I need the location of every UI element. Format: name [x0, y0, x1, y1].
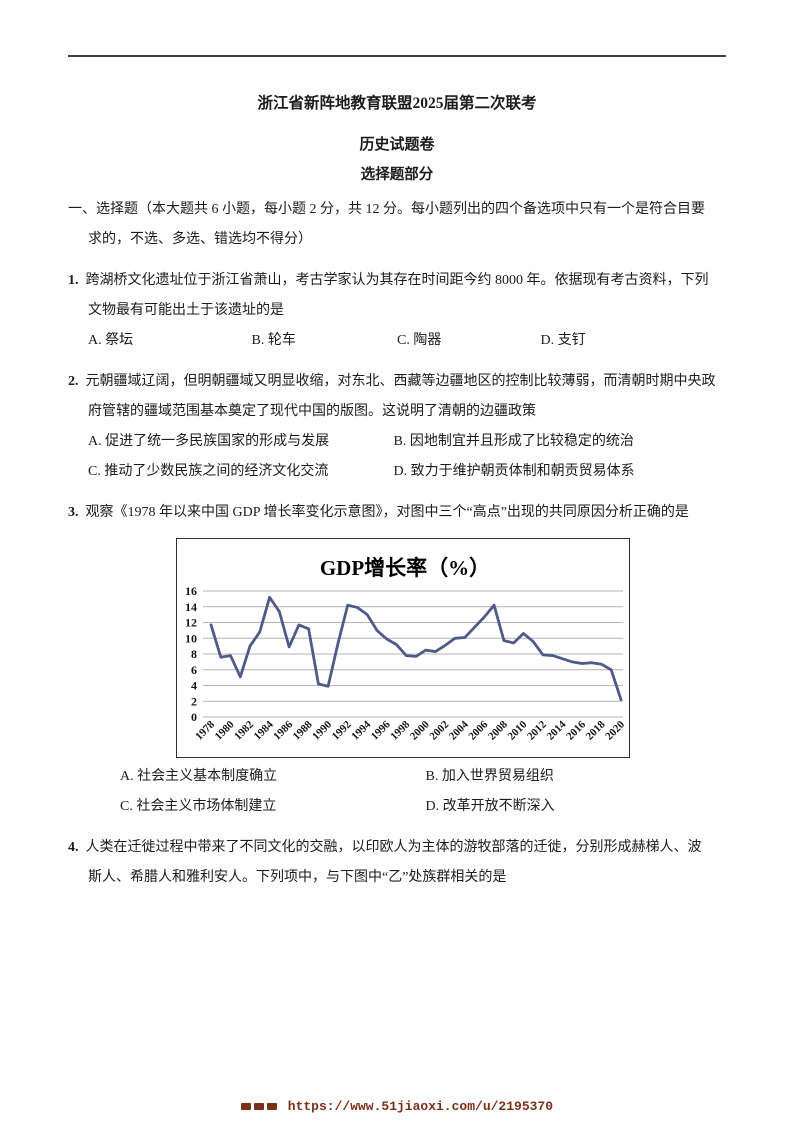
stamp-icon [253, 1103, 264, 1111]
gdp-chart-svg: 0246810121416197819801982198419861988199… [176, 538, 630, 758]
question-3-option-c: C. 社会主义市场体制建立 [120, 799, 277, 814]
svg-text:2: 2 [191, 694, 197, 708]
svg-text:1998: 1998 [388, 718, 412, 742]
question-2-option-a: A. 促进了统一多民族国家的形成与发展 [88, 434, 330, 449]
stamp-icon [266, 1103, 277, 1111]
question-2-option-c: C. 推动了少数民族之间的经济文化交流 [88, 464, 329, 479]
svg-text:2012: 2012 [525, 718, 549, 742]
svg-text:2004: 2004 [447, 718, 471, 742]
svg-text:1982: 1982 [232, 718, 256, 742]
gdp-chart-figure: 0 2 4 6 8 10 12 14 16 1978 1980 1982 1984 1986 1988 199… [176, 538, 630, 758]
question-2-stem-line-2: 府管辖的疆域范围基本奠定了现代中国的版图。这说明了清朝的边疆政策 [88, 404, 536, 419]
svg-text:1990: 1990 [310, 718, 334, 742]
svg-text:10: 10 [185, 631, 197, 645]
svg-text:2008: 2008 [486, 718, 510, 742]
question-4-number: 4. [68, 840, 79, 855]
question-1-number: 1. [68, 273, 79, 288]
question-1-stem-line-1: 跨湖桥文化遗址位于浙江省萧山，考古学家认为其存在时间距今约 8000 年。依据现… [85, 273, 709, 288]
svg-text:1986: 1986 [271, 718, 295, 742]
svg-text:12: 12 [185, 616, 197, 630]
svg-text:6: 6 [191, 663, 197, 677]
svg-text:2018: 2018 [584, 718, 608, 742]
svg-text:16: 16 [185, 584, 197, 598]
instructions-line-2: 求的，不选、多选、错选均不得分） [88, 232, 312, 247]
svg-text:2020: 2020 [603, 718, 627, 742]
svg-text:2006: 2006 [466, 718, 490, 742]
svg-text:14: 14 [185, 600, 197, 614]
question-3-option-a: A. 社会主义基本制度确立 [120, 769, 278, 784]
svg-text:2010: 2010 [505, 718, 529, 742]
svg-text:2014: 2014 [544, 718, 568, 742]
question-1-stem-line-2: 文物最有可能出土于该遗址的是 [88, 303, 284, 318]
header-rule [68, 55, 726, 57]
question-2-number: 2. [68, 374, 79, 389]
question-1-option-c: C. 陶器 [397, 333, 442, 348]
question-4: 4. 人类在迁徙过程中带来了不同文化的交融，以印欧人为主体的游牧部落的迁徙，分别形… [68, 833, 726, 893]
svg-text:4: 4 [191, 679, 197, 693]
stamp-icon [240, 1103, 251, 1111]
question-2-stem: 2. 元朝疆域辽阔，但明朝疆域又明显收缩，对东北、西藏等边疆地区的控制比较薄弱，而… [68, 367, 726, 397]
svg-text:2016: 2016 [564, 718, 588, 742]
footer: https://www.51jiaoxi.com/u/2195370 [0, 1099, 794, 1115]
svg-text:1984: 1984 [252, 718, 276, 742]
svg-text:1980: 1980 [213, 718, 237, 742]
doc-subtitle: 历史试题卷 [359, 137, 435, 153]
question-4-stem-line-2: 斯人、希腊人和雅利安人。下列项中，与下图中“乙”处族群相关的是 [88, 870, 507, 885]
question-3-options: A. 社会主义基本制度确立 B. 加入世界贸易组织 C. 社会主义市场体制建立 … [68, 762, 726, 822]
section-instructions: 一、选择题（本大题共 6 小题，每小题 2 分，共 12 分。每小题列出的四个备… [68, 195, 726, 255]
question-2-options-row-1: A. 促进了统一多民族国家的形成与发展 B. 因地制宜并且形成了比较稳定的统治 [68, 427, 726, 457]
footer-link[interactable]: https://www.51jiaoxi.com/u/2195370 [287, 1099, 554, 1114]
question-3: 3. 观察《1978 年以来中国 GDP 增长率变化示意图》，对图中三个“高点”出… [68, 498, 726, 528]
question-3-option-b: B. 加入世界贸易组织 [425, 769, 554, 784]
question-1-options: A. 祭坛 B. 轮车 C. 陶器 D. 支钉 [68, 326, 726, 356]
svg-text:8: 8 [191, 647, 197, 661]
instructions-line-1: 一、选择题（本大题共 6 小题，每小题 2 分，共 12 分。每小题列出的四个备… [68, 202, 705, 217]
question-3-stem: 3. 观察《1978 年以来中国 GDP 增长率变化示意图》，对图中三个“高点”出… [68, 498, 726, 528]
question-1-option-d: D. 支钉 [540, 333, 586, 348]
question-3-option-d: D. 改革开放不断深入 [425, 799, 555, 814]
doc-title: 浙江省新阵地教育联盟2025届第二次联考 [257, 95, 537, 112]
question-1-stem: 1. 跨湖桥文化遗址位于浙江省萧山，考古学家认为其存在时间距今约 8000 年。依… [68, 266, 726, 296]
question-2-option-d: D. 致力于维护朝贡体制和朝贡贸易体系 [393, 464, 635, 479]
question-2-stem-line-1: 元朝疆域辽阔，但明朝疆域又明显收缩，对东北、西藏等边疆地区的控制比较薄弱，而清朝… [85, 374, 716, 389]
svg-text:1994: 1994 [349, 718, 373, 742]
section-part-label: 选择题部分 [360, 167, 434, 183]
question-3-number: 3. [68, 505, 79, 520]
svg-text:2000: 2000 [408, 718, 432, 742]
question-3-options-row-1: A. 社会主义基本制度确立 B. 加入世界贸易组织 [100, 762, 726, 792]
question-2-option-b: B. 因地制宜并且形成了比较稳定的统治 [393, 434, 634, 449]
svg-text:1988: 1988 [291, 718, 315, 742]
svg-text:1996: 1996 [369, 718, 393, 742]
svg-text:2002: 2002 [427, 718, 451, 742]
question-1: 1. 跨湖桥文化遗址位于浙江省萧山，考古学家认为其存在时间距今约 8000 年。依… [68, 266, 726, 356]
question-1-option-a: A. 祭坛 [88, 333, 134, 348]
question-3-stem-line-1: 观察《1978 年以来中国 GDP 增长率变化示意图》，对图中三个“高点”出现的… [85, 505, 689, 520]
question-1-option-b: B. 轮车 [251, 333, 296, 348]
question-4-stem-line-1: 人类在迁徙过程中带来了不同文化的交融，以印欧人为主体的游牧部落的迁徙，分别形成赫… [85, 840, 702, 855]
svg-text:0: 0 [191, 710, 197, 724]
question-2-options-row-2: C. 推动了少数民族之间的经济文化交流 D. 致力于维护朝贡体制和朝贡贸易体系 [68, 457, 726, 487]
svg-text:GDP增长率（%）: GDP增长率（%） [320, 556, 490, 580]
question-4-stem: 4. 人类在迁徙过程中带来了不同文化的交融，以印欧人为主体的游牧部落的迁徙，分别形… [68, 833, 726, 863]
question-3-options-row-2: C. 社会主义市场体制建立 D. 改革开放不断深入 [100, 792, 726, 822]
svg-text:1992: 1992 [330, 718, 354, 742]
question-2: 2. 元朝疆域辽阔，但明朝疆域又明显收缩，对东北、西藏等边疆地区的控制比较薄弱，而… [68, 367, 726, 487]
